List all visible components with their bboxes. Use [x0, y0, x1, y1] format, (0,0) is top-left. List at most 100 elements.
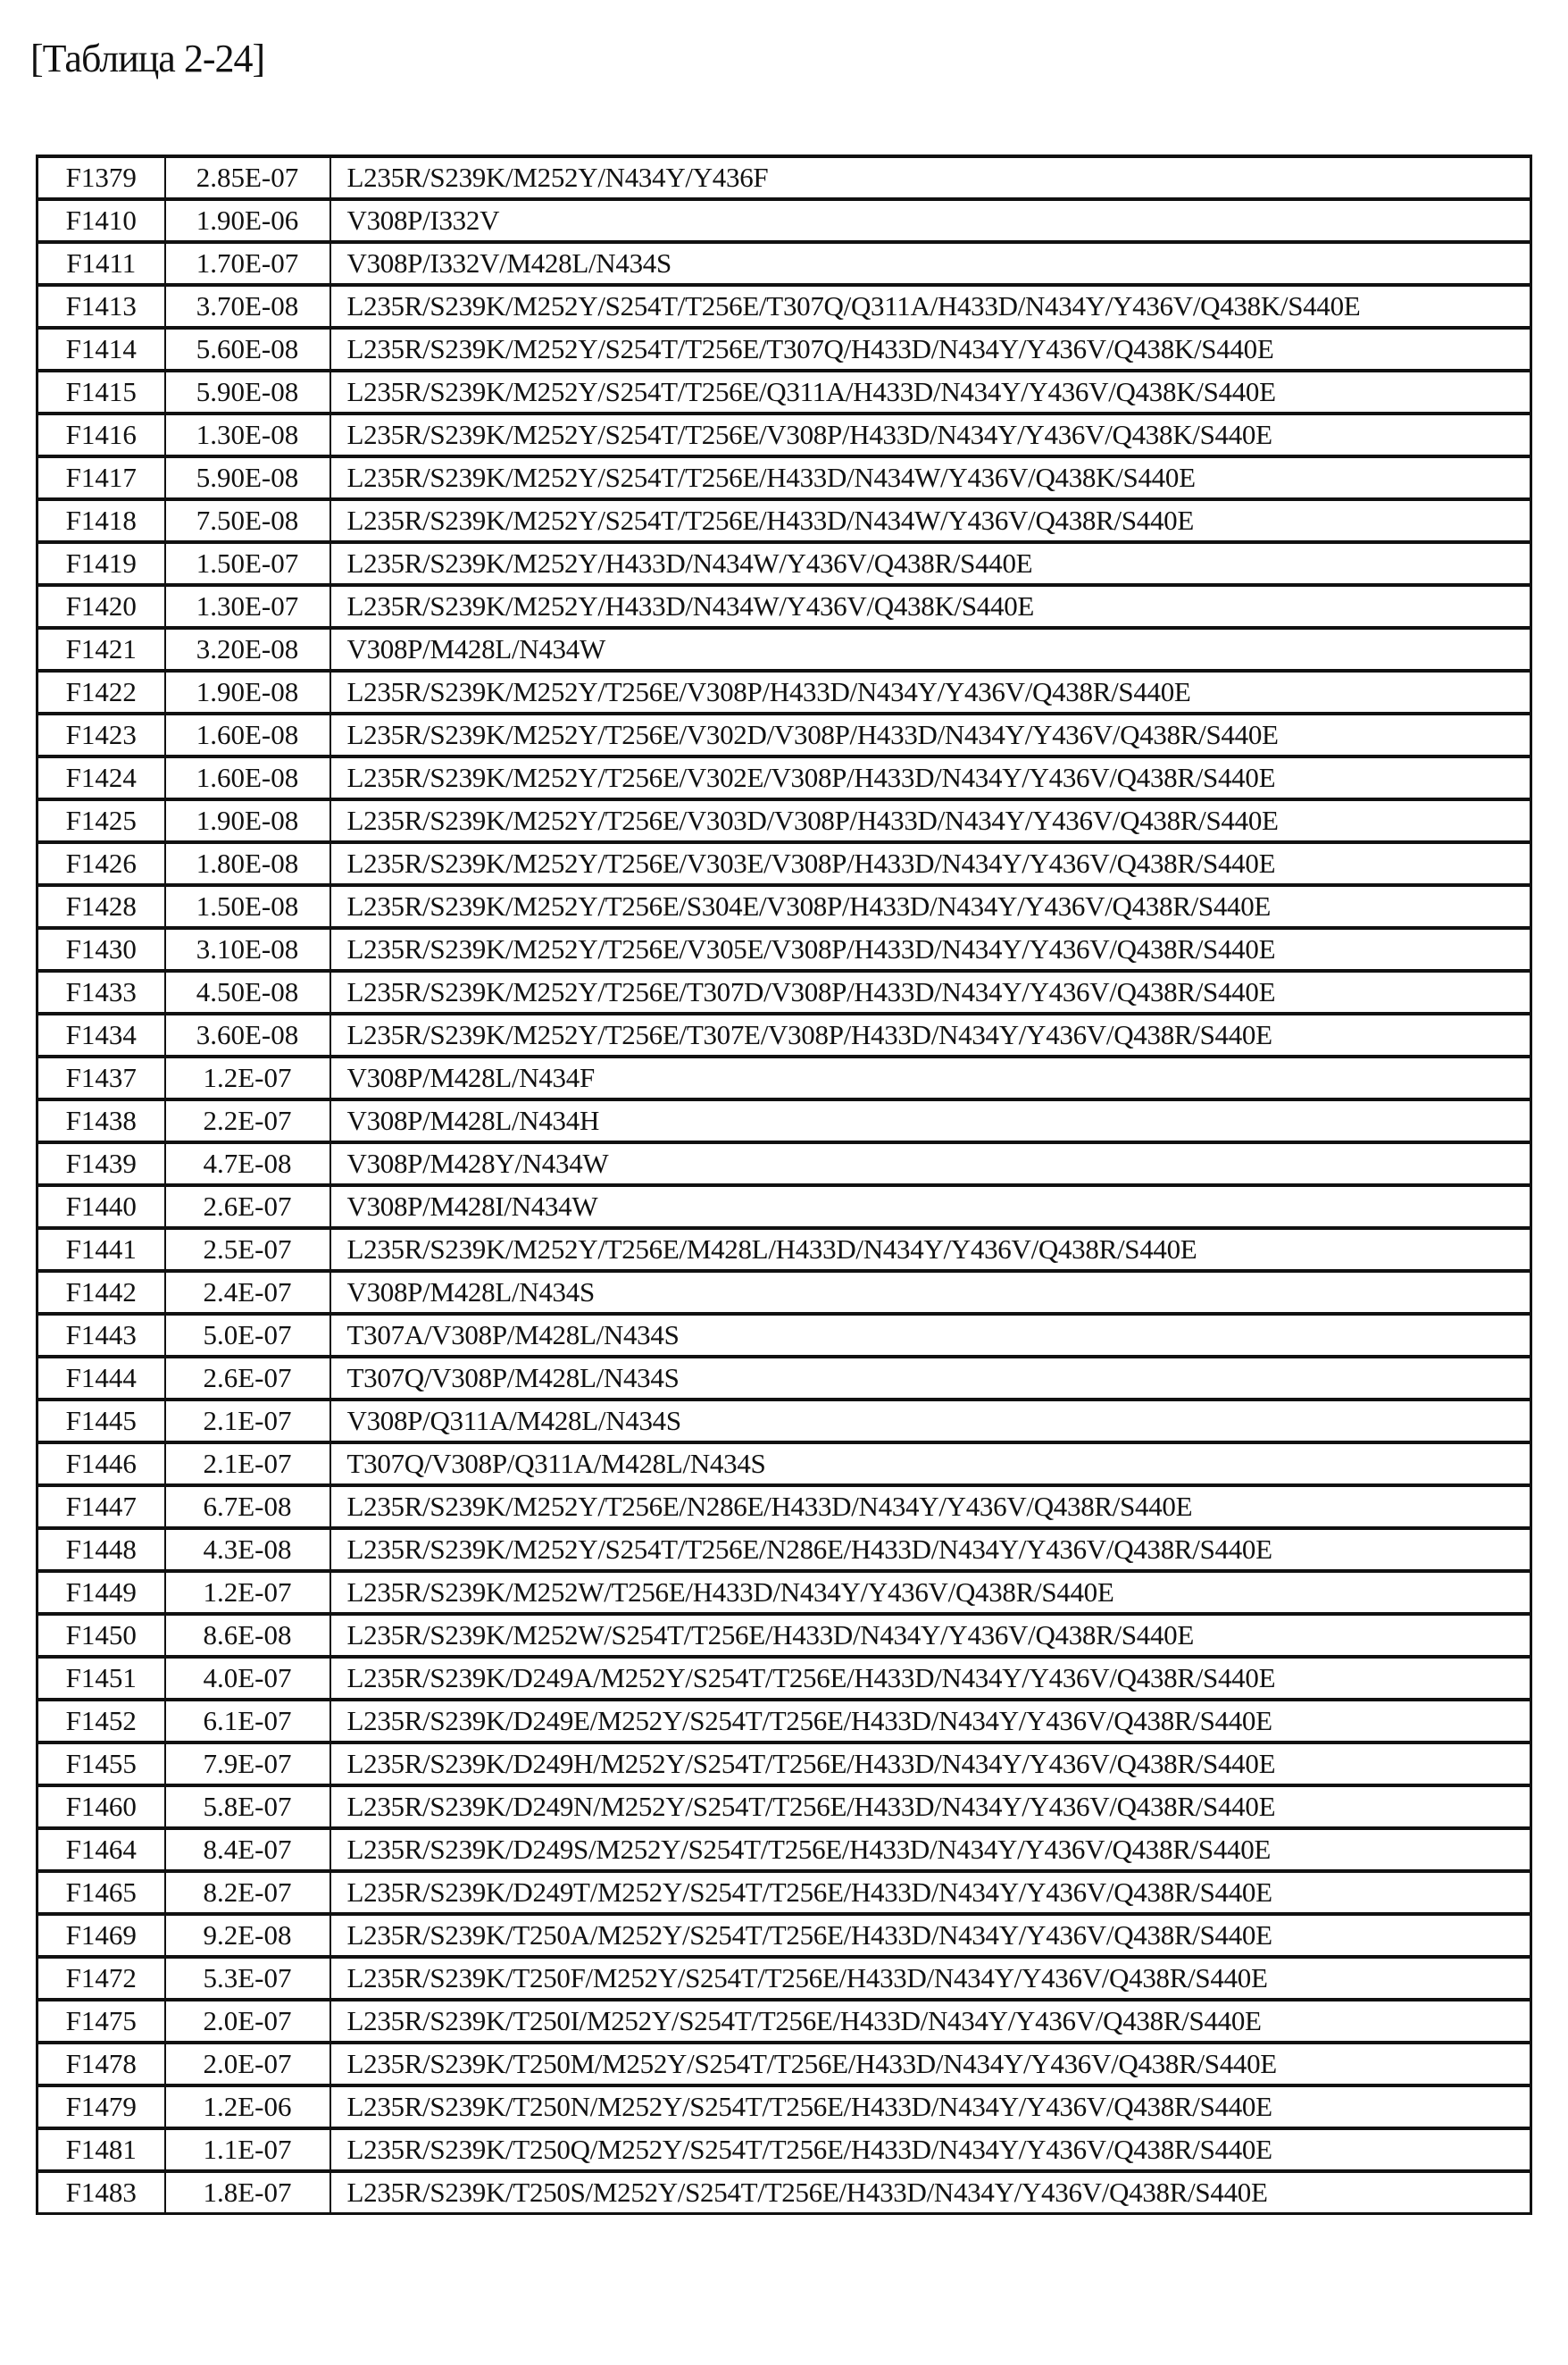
mutations-cell: V308P/M428I/N434W	[330, 1185, 1531, 1228]
variant-id-cell: F1416	[38, 414, 165, 456]
variant-id-cell: F1438	[38, 1099, 165, 1142]
table-row: F14231.60E-08L235R/S239K/M252Y/T256E/V30…	[38, 714, 1531, 756]
kd-value-cell: 5.90E-08	[165, 456, 330, 499]
variant-id-cell: F1420	[38, 585, 165, 628]
mutations-cell: L235R/S239K/T250M/M252Y/S254T/T256E/H433…	[330, 2043, 1531, 2085]
mutations-cell: L235R/S239K/M252Y/T256E/V303E/V308P/H433…	[330, 842, 1531, 885]
mutations-cell: L235R/S239K/M252Y/N434Y/Y436F	[330, 156, 1531, 199]
mutations-cell: L235R/S239K/M252Y/T256E/V308P/H433D/N434…	[330, 671, 1531, 714]
table-row: F14382.2E-07V308P/M428L/N434H	[38, 1099, 1531, 1142]
variant-id-cell: F1481	[38, 2128, 165, 2171]
table-body: F13792.85E-07L235R/S239K/M252Y/N434Y/Y43…	[38, 156, 1531, 2214]
kd-value-cell: 1.90E-06	[165, 199, 330, 242]
table-row: F14782.0E-07L235R/S239K/T250M/M252Y/S254…	[38, 2043, 1531, 2085]
variant-id-cell: F1440	[38, 1185, 165, 1228]
mutations-cell: L235R/S239K/M252Y/S254T/T256E/H433D/N434…	[330, 456, 1531, 499]
variant-id-cell: F1472	[38, 1957, 165, 2000]
kd-value-cell: 2.6E-07	[165, 1185, 330, 1228]
variant-id-cell: F1415	[38, 371, 165, 414]
kd-value-cell: 8.2E-07	[165, 1871, 330, 1914]
mutations-cell: L235R/S239K/M252Y/S254T/T256E/Q311A/H433…	[330, 371, 1531, 414]
variant-id-cell: F1413	[38, 285, 165, 328]
table-row: F14452.1E-07V308P/Q311A/M428L/N434S	[38, 1400, 1531, 1442]
variant-id-cell: F1447	[38, 1485, 165, 1528]
mutations-cell: L235R/S239K/M252Y/S254T/T256E/T307Q/Q311…	[330, 285, 1531, 328]
kd-value-cell: 1.50E-08	[165, 885, 330, 928]
mutations-cell: L235R/S239K/D249T/M252Y/S254T/T256E/H433…	[330, 1871, 1531, 1914]
variant-id-cell: F1483	[38, 2171, 165, 2214]
kd-value-cell: 2.4E-07	[165, 1271, 330, 1314]
table-row: F14402.6E-07V308P/M428I/N434W	[38, 1185, 1531, 1228]
mutations-cell: V308P/M428L/N434W	[330, 628, 1531, 671]
kd-value-cell: 9.2E-08	[165, 1914, 330, 1957]
kd-value-cell: 4.50E-08	[165, 971, 330, 1014]
kd-value-cell: 1.90E-08	[165, 671, 330, 714]
mutations-cell: L235R/S239K/D249E/M252Y/S254T/T256E/H433…	[330, 1700, 1531, 1742]
variant-id-cell: F1479	[38, 2085, 165, 2128]
kd-value-cell: 5.8E-07	[165, 1785, 330, 1828]
mutations-cell: T307Q/V308P/Q311A/M428L/N434S	[330, 1442, 1531, 1485]
mutations-cell: V308P/Q311A/M428L/N434S	[330, 1400, 1531, 1442]
mutations-cell: L235R/S239K/M252Y/T256E/V302E/V308P/H433…	[330, 756, 1531, 799]
table-row: F14187.50E-08L235R/S239K/M252Y/S254T/T25…	[38, 499, 1531, 542]
variant-id-cell: F1449	[38, 1571, 165, 1614]
mutations-cell: V308P/I332V	[330, 199, 1531, 242]
mutations-cell: L235R/S239K/M252Y/T256E/T307E/V308P/H433…	[330, 1014, 1531, 1057]
mutations-cell: L235R/S239K/M252Y/S254T/T256E/V308P/H433…	[330, 414, 1531, 456]
variant-id-cell: F1410	[38, 199, 165, 242]
kd-value-cell: 2.0E-07	[165, 2043, 330, 2085]
variant-id-cell: F1441	[38, 1228, 165, 1271]
kd-value-cell: 1.90E-08	[165, 799, 330, 842]
mutations-cell: L235R/S239K/M252Y/T256E/V303D/V308P/H433…	[330, 799, 1531, 842]
variant-id-cell: F1424	[38, 756, 165, 799]
table-row: F14111.70E-07V308P/I332V/M428L/N434S	[38, 242, 1531, 285]
mutations-cell: L235R/S239K/M252Y/T256E/V302D/V308P/H433…	[330, 714, 1531, 756]
mutations-cell: L235R/S239K/M252W/S254T/T256E/H433D/N434…	[330, 1614, 1531, 1657]
table-row: F14371.2E-07V308P/M428L/N434F	[38, 1057, 1531, 1099]
mutations-cell: V308P/M428Y/N434W	[330, 1142, 1531, 1185]
mutations-cell: L235R/S239K/T250A/M252Y/S254T/T256E/H433…	[330, 1914, 1531, 1957]
kd-value-cell: 7.9E-07	[165, 1742, 330, 1785]
table-row: F14191.50E-07L235R/S239K/M252Y/H433D/N43…	[38, 542, 1531, 585]
table-row: F14334.50E-08L235R/S239K/M252Y/T256E/T30…	[38, 971, 1531, 1014]
mutations-cell: L235R/S239K/T250I/M252Y/S254T/T256E/H433…	[330, 2000, 1531, 2043]
variant-id-cell: F1430	[38, 928, 165, 971]
kd-value-cell: 1.2E-07	[165, 1057, 330, 1099]
mutations-cell: L235R/S239K/D249A/M252Y/S254T/T256E/H433…	[330, 1657, 1531, 1700]
variant-id-cell: F1421	[38, 628, 165, 671]
variant-id-cell: F1444	[38, 1357, 165, 1400]
variant-id-cell: F1451	[38, 1657, 165, 1700]
table-row: F14261.80E-08L235R/S239K/M252Y/T256E/V30…	[38, 842, 1531, 885]
variant-id-cell: F1465	[38, 1871, 165, 1914]
table-row: F14476.7E-08L235R/S239K/M252Y/T256E/N286…	[38, 1485, 1531, 1528]
table-row: F14412.5E-07L235R/S239K/M252Y/T256E/M428…	[38, 1228, 1531, 1271]
mutations-cell: L235R/S239K/M252Y/H433D/N434W/Y436V/Q438…	[330, 585, 1531, 628]
kd-value-cell: 2.2E-07	[165, 1099, 330, 1142]
kd-value-cell: 2.1E-07	[165, 1442, 330, 1485]
kd-value-cell: 1.50E-07	[165, 542, 330, 585]
kd-value-cell: 1.8E-07	[165, 2171, 330, 2214]
table-row: F14462.1E-07T307Q/V308P/Q311A/M428L/N434…	[38, 1442, 1531, 1485]
kd-value-cell: 5.0E-07	[165, 1314, 330, 1357]
table-row: F14155.90E-08L235R/S239K/M252Y/S254T/T25…	[38, 371, 1531, 414]
table-row: F14658.2E-07L235R/S239K/D249T/M252Y/S254…	[38, 1871, 1531, 1914]
variant-id-cell: F1448	[38, 1528, 165, 1571]
kd-value-cell: 1.1E-07	[165, 2128, 330, 2171]
kd-value-cell: 2.5E-07	[165, 1228, 330, 1271]
kd-value-cell: 1.30E-08	[165, 414, 330, 456]
table-row: F14394.7E-08V308P/M428Y/N434W	[38, 1142, 1531, 1185]
variant-id-cell: F1418	[38, 499, 165, 542]
variant-id-cell: F1426	[38, 842, 165, 885]
table-row: F14101.90E-06V308P/I332V	[38, 199, 1531, 242]
table-row: F14752.0E-07L235R/S239K/T250I/M252Y/S254…	[38, 2000, 1531, 2043]
variant-id-cell: F1452	[38, 1700, 165, 1742]
table-row: F14201.30E-07L235R/S239K/M252Y/H433D/N43…	[38, 585, 1531, 628]
kd-value-cell: 2.1E-07	[165, 1400, 330, 1442]
kd-value-cell: 8.6E-08	[165, 1614, 330, 1657]
mutations-cell: L235R/S239K/D249H/M252Y/S254T/T256E/H433…	[330, 1742, 1531, 1785]
mutations-cell: L235R/S239K/M252Y/S254T/T256E/H433D/N434…	[330, 499, 1531, 542]
table-row: F14281.50E-08L235R/S239K/M252Y/T256E/S30…	[38, 885, 1531, 928]
mutations-cell: L235R/S239K/M252Y/T256E/S304E/V308P/H433…	[330, 885, 1531, 928]
variant-id-cell: F1460	[38, 1785, 165, 1828]
mutations-cell: V308P/I332V/M428L/N434S	[330, 242, 1531, 285]
